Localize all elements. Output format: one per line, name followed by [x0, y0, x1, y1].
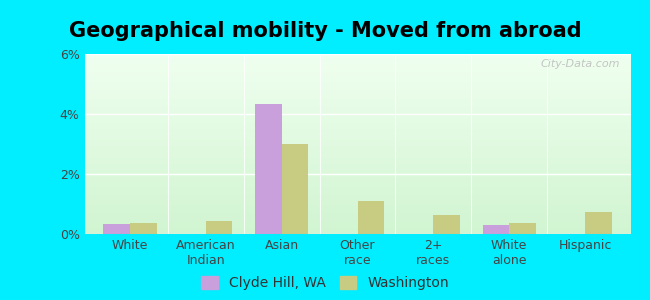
Bar [482, 225, 509, 234]
Bar [130, 223, 157, 234]
Bar [255, 103, 281, 234]
Text: Geographical mobility - Moved from abroad: Geographical mobility - Moved from abroa… [69, 21, 581, 41]
Bar [509, 223, 536, 234]
Text: City-Data.com: City-Data.com [540, 59, 619, 69]
Bar [103, 224, 130, 234]
Legend: Clyde Hill, WA, Washington: Clyde Hill, WA, Washington [201, 276, 449, 290]
Bar [434, 214, 460, 234]
Bar [281, 144, 308, 234]
Bar [585, 212, 612, 234]
Bar [358, 201, 384, 234]
Bar [206, 220, 233, 234]
